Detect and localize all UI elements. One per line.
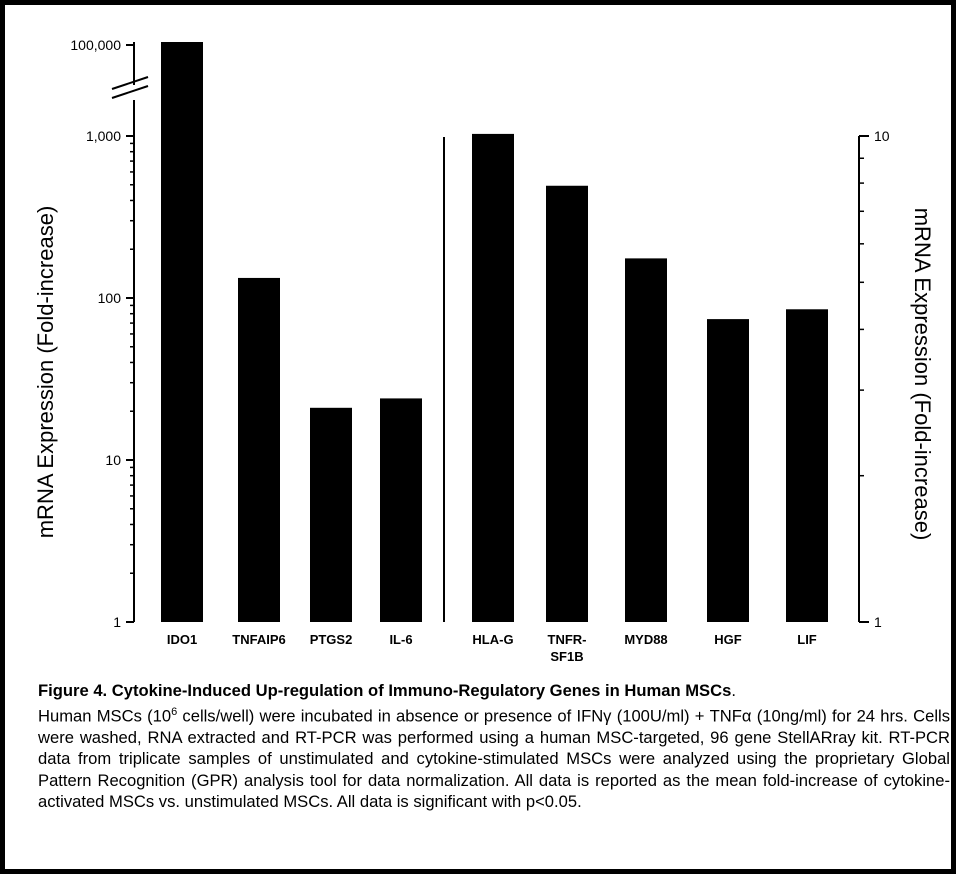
bar-tnfrsf1b (546, 185, 588, 622)
x-tick-label: TNFAIP6 (232, 632, 285, 647)
bar-chart: 1 10 100 1,000 100,000 1 10 IDO1 TNFAIP6 PTGS2 IL-… (33, 37, 935, 664)
bar-ido1 (161, 42, 203, 622)
x-tick-label: HGF (714, 632, 742, 647)
bar-tnfaip6 (238, 277, 280, 622)
left-tick-label: 100 (98, 290, 122, 306)
axis-break-mark-1 (111, 76, 149, 90)
x-tick-label: MYD88 (624, 632, 667, 647)
right-tick-label: 1 (874, 614, 882, 630)
x-tick-label: PTGS2 (310, 632, 353, 647)
bar-myd88 (625, 258, 667, 622)
x-tick-label: SF1B (550, 649, 583, 664)
caption-text-2: cells/well) were incubated in absence or… (38, 706, 951, 812)
bar-lif (786, 309, 828, 622)
right-axis-title: mRNA Expression (Fold-increase) (910, 208, 935, 541)
figure-caption: Figure 4. Cytokine-Induced Up-regulation… (38, 680, 950, 813)
x-tick-label: IDO1 (167, 632, 197, 647)
left-tick-label: 1,000 (86, 128, 121, 144)
left-tick-label: 100,000 (70, 37, 121, 53)
left-tick-label: 10 (105, 452, 121, 468)
left-tick-label: 1 (113, 614, 121, 630)
left-axis-title: mRNA Expression (Fold-increase) (33, 206, 58, 539)
caption-title-end: . (731, 681, 736, 700)
caption-superscript: 6 (171, 705, 178, 718)
bar-ptgs2 (310, 407, 352, 622)
axis-break-mark-2 (111, 85, 149, 99)
x-tick-label: LIF (797, 632, 817, 647)
caption-text-1: Human MSCs (10 (38, 706, 172, 726)
x-tick-label: IL-6 (389, 632, 412, 647)
bar-hlag (472, 133, 514, 622)
right-tick-label: 10 (874, 128, 890, 144)
bar-il-6 (380, 398, 422, 622)
caption-title: Figure 4. Cytokine-Induced Up-regulation… (38, 681, 732, 700)
x-tick-label: HLA-G (472, 632, 513, 647)
bar-hgf (707, 319, 749, 622)
x-tick-label: TNFR- (548, 632, 587, 647)
